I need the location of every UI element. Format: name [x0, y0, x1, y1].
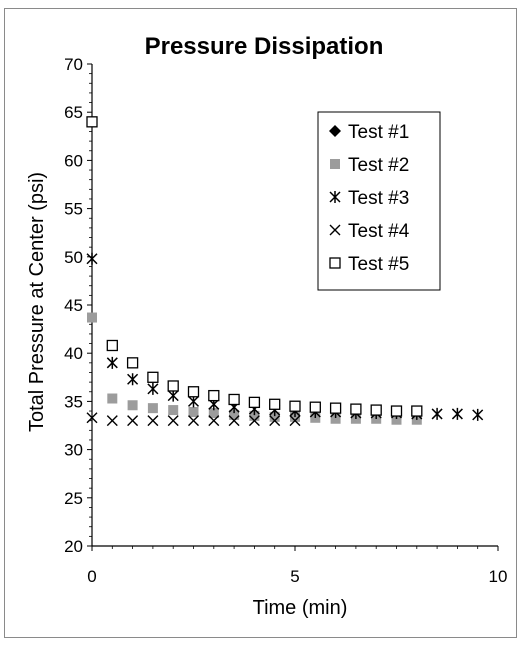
legend-marker — [329, 125, 341, 137]
data-point — [127, 400, 138, 411]
legend-marker — [329, 191, 341, 203]
series-5 — [86, 116, 423, 417]
data-point — [147, 415, 159, 427]
data-point — [390, 405, 403, 417]
data-point — [126, 357, 139, 369]
data-point — [106, 339, 118, 352]
data-point — [330, 413, 341, 424]
data-point — [370, 404, 382, 416]
data-point — [411, 405, 423, 417]
y-tick-label: 45 — [64, 296, 83, 315]
data-point — [289, 415, 301, 427]
data-point — [147, 382, 159, 395]
data-point — [127, 373, 139, 386]
data-point — [188, 415, 199, 427]
legend-item: Test #1 — [329, 122, 409, 143]
data-point — [106, 415, 118, 427]
data-point — [208, 415, 220, 427]
legend-label: Test #5 — [348, 254, 409, 275]
data-point — [127, 415, 139, 427]
legend-item: Test #3 — [329, 188, 409, 209]
data-point — [309, 401, 321, 413]
data-point — [350, 403, 362, 415]
x-axis-label: Time (min) — [253, 597, 348, 619]
data-point — [188, 407, 199, 418]
legend-label: Test #1 — [348, 122, 409, 143]
legend-item: Test #2 — [330, 155, 409, 176]
data-point — [229, 409, 240, 420]
data-point — [451, 407, 463, 420]
legend-label: Test #2 — [348, 155, 409, 176]
data-point — [167, 380, 179, 392]
data-point — [168, 405, 179, 416]
y-tick-label: 30 — [64, 441, 83, 460]
chart-frame — [4, 8, 517, 638]
data-point — [107, 393, 118, 404]
axes — [87, 63, 499, 551]
data-point — [86, 116, 98, 128]
series-4 — [86, 412, 301, 427]
data-point — [248, 396, 261, 409]
legend-marker — [329, 224, 341, 236]
legend-marker — [330, 159, 340, 169]
y-tick-label: 60 — [64, 151, 83, 170]
data-point — [187, 386, 200, 398]
legend-label: Test #4 — [348, 221, 410, 242]
tick-labels: 20 25 30 35 40 45 50 55 60 65 70 0 5 10 — [64, 55, 507, 586]
legend-item: Test #4 — [329, 221, 410, 242]
data-point — [249, 410, 260, 421]
data-point — [431, 407, 443, 420]
data-point — [167, 415, 179, 427]
data-point — [228, 415, 240, 427]
y-tick-label: 65 — [64, 103, 83, 122]
legend-marker — [329, 257, 341, 269]
data-point — [147, 403, 158, 414]
data-point — [147, 371, 159, 383]
legend-item: Test #5 — [329, 254, 409, 275]
data-point — [87, 312, 97, 323]
chart-title: Pressure Dissipation — [145, 33, 384, 60]
data-point — [86, 252, 98, 265]
x-tick-label: 10 — [489, 567, 508, 586]
data-point — [269, 398, 281, 410]
data-point — [86, 412, 98, 424]
x-tick-label: 5 — [290, 567, 299, 586]
data-point — [228, 393, 240, 406]
data-point — [248, 415, 260, 427]
data-point — [208, 389, 220, 402]
legend: Test #1 Test #2 Test #3 Test #4 Test #5 — [317, 111, 441, 291]
legend-label: Test #3 — [348, 188, 409, 209]
data-point — [289, 400, 301, 412]
data-point — [329, 402, 342, 414]
y-tick-label: 25 — [64, 489, 83, 508]
data-point — [106, 356, 118, 369]
y-tick-label: 40 — [64, 344, 83, 363]
data-point — [269, 415, 281, 427]
x-tick-label: 0 — [87, 567, 96, 586]
data-point — [391, 414, 402, 425]
y-tick-label: 50 — [64, 248, 83, 267]
data-point — [208, 407, 219, 418]
y-tick-label: 70 — [64, 55, 83, 74]
data-point — [269, 411, 280, 422]
y-tick-label: 35 — [64, 392, 83, 411]
data-points — [86, 116, 484, 427]
y-axis-label: Total Pressure at Center (psi) — [26, 172, 48, 432]
data-point — [472, 408, 484, 421]
y-tick-label: 20 — [64, 537, 83, 556]
y-tick-label: 55 — [64, 200, 83, 219]
